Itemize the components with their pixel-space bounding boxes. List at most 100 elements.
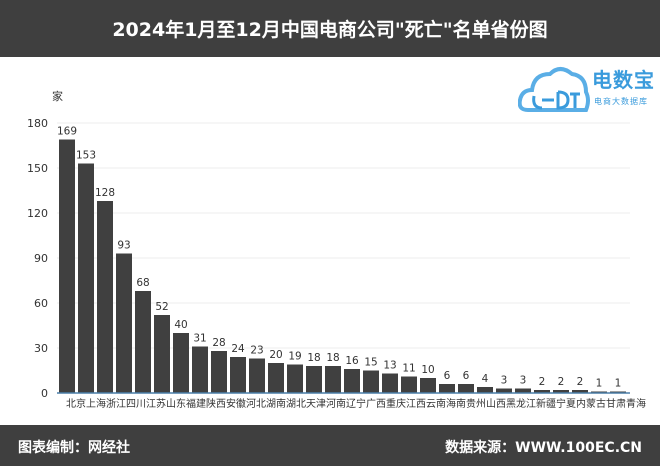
data-label: 19 — [288, 351, 301, 363]
bar — [344, 369, 360, 393]
data-label: 2 — [558, 376, 565, 388]
x-tick-label: 安徽 — [226, 399, 246, 410]
cloud-logo-icon — [517, 67, 590, 112]
x-tick-label: 浙江 — [106, 399, 126, 410]
x-tick-label: 海南 — [446, 399, 466, 410]
y-tick-label: 120 — [27, 207, 48, 220]
bar — [496, 388, 512, 393]
bar — [78, 163, 94, 393]
bar — [382, 373, 398, 393]
data-label: 68 — [136, 277, 149, 289]
chart-title-bar: 2024年1月至12月中国电商公司"死亡"名单省份图 — [0, 0, 660, 57]
bar — [211, 351, 227, 393]
bar — [154, 315, 170, 393]
x-tick-label: 天津 — [306, 399, 326, 410]
data-label: 1 — [615, 378, 622, 390]
x-tick-label: 北京 — [66, 399, 86, 410]
x-tick-label: 四川 — [126, 399, 146, 410]
data-label: 1 — [596, 378, 603, 390]
data-label: 20 — [269, 349, 282, 361]
x-tick-label: 宁夏 — [556, 399, 576, 410]
data-label: 18 — [326, 352, 339, 364]
bar — [230, 357, 246, 393]
bar — [287, 364, 303, 393]
y-tick-label: 60 — [34, 297, 48, 310]
bar — [439, 384, 455, 393]
x-tick-label: 甘肃 — [606, 399, 626, 410]
x-tick-label: 陕西 — [206, 399, 226, 410]
y-axis-unit: 家 — [52, 90, 63, 103]
data-label: 11 — [402, 363, 415, 375]
x-tick-label: 河南 — [326, 399, 346, 410]
x-axis-labels: 北京上海浙江四川江苏山东福建陕西安徽河北湖南湖北天津河南辽宁广西重庆江西云南海南… — [66, 399, 646, 411]
y-tick-label: 30 — [34, 342, 48, 355]
x-tick-label: 云南 — [426, 399, 446, 410]
x-tick-label: 贵州 — [466, 399, 486, 410]
x-tick-label: 广西 — [366, 399, 386, 410]
bar — [420, 378, 436, 393]
x-tick-label: 江西 — [406, 399, 426, 410]
bar — [458, 384, 474, 393]
bar — [572, 390, 588, 393]
data-label: 10 — [421, 364, 434, 376]
bar — [116, 253, 132, 393]
x-tick-label: 黑龙江 — [506, 399, 536, 410]
bar — [515, 388, 531, 393]
x-tick-label: 湖南 — [266, 399, 286, 410]
y-tick-label: 0 — [41, 387, 48, 400]
data-label: 2 — [539, 376, 546, 388]
x-tick-label: 福建 — [186, 399, 206, 410]
bar — [192, 346, 208, 393]
data-label: 31 — [193, 333, 206, 345]
bar — [249, 358, 265, 393]
x-tick-label: 江苏 — [146, 399, 166, 410]
data-label: 93 — [117, 240, 130, 252]
bar — [477, 387, 493, 393]
data-label: 128 — [95, 187, 115, 199]
bar — [325, 366, 341, 393]
data-label: 18 — [307, 352, 320, 364]
data-label: 24 — [231, 343, 245, 355]
bar — [363, 370, 379, 393]
y-tick-label: 90 — [34, 252, 48, 265]
x-tick-label: 河北 — [246, 399, 266, 410]
x-tick-label: 上海 — [86, 399, 106, 410]
footer: 图表编制：网经社 数据来源：WWW.100EC.CN — [0, 425, 660, 466]
data-label: 4 — [482, 373, 489, 385]
logo: 电数宝 电商大数据库 — [517, 60, 656, 116]
y-tick-label: 150 — [27, 162, 48, 175]
bar — [59, 139, 75, 393]
x-tick-label: 内蒙古 — [576, 399, 606, 410]
data-label: 6 — [463, 370, 470, 382]
x-tick-label: 湖北 — [286, 399, 306, 410]
data-label: 6 — [444, 370, 451, 382]
bar — [553, 390, 569, 393]
x-tick-label: 辽宁 — [346, 399, 366, 410]
x-tick-label: 山西 — [486, 399, 506, 410]
bar — [173, 333, 189, 393]
data-label: 52 — [155, 301, 168, 313]
bar — [306, 366, 322, 393]
x-tick-label: 新疆 — [536, 399, 556, 410]
data-label: 3 — [501, 375, 508, 387]
bar — [97, 201, 113, 393]
bar — [135, 291, 151, 393]
bar — [534, 390, 550, 393]
x-tick-label: 山东 — [166, 399, 186, 410]
y-tick-label: 180 — [27, 117, 48, 130]
chart-title: 2024年1月至12月中国电商公司"死亡"名单省份图 — [112, 19, 548, 41]
data-label: 16 — [345, 355, 359, 367]
bar — [268, 363, 284, 393]
data-label: 28 — [212, 337, 225, 349]
data-label: 40 — [174, 319, 187, 331]
bar — [401, 376, 417, 393]
data-label: 3 — [520, 375, 527, 387]
x-tick-label: 青海 — [626, 399, 646, 410]
data-label: 13 — [383, 360, 396, 372]
data-label: 2 — [577, 376, 584, 388]
x-tick-label: 重庆 — [386, 399, 406, 410]
logo-subtitle: 电商大数据库 — [594, 97, 648, 106]
footer-source: 数据来源：WWW.100EC.CN — [445, 440, 642, 456]
footer-credit: 图表编制：网经社 — [18, 440, 130, 456]
